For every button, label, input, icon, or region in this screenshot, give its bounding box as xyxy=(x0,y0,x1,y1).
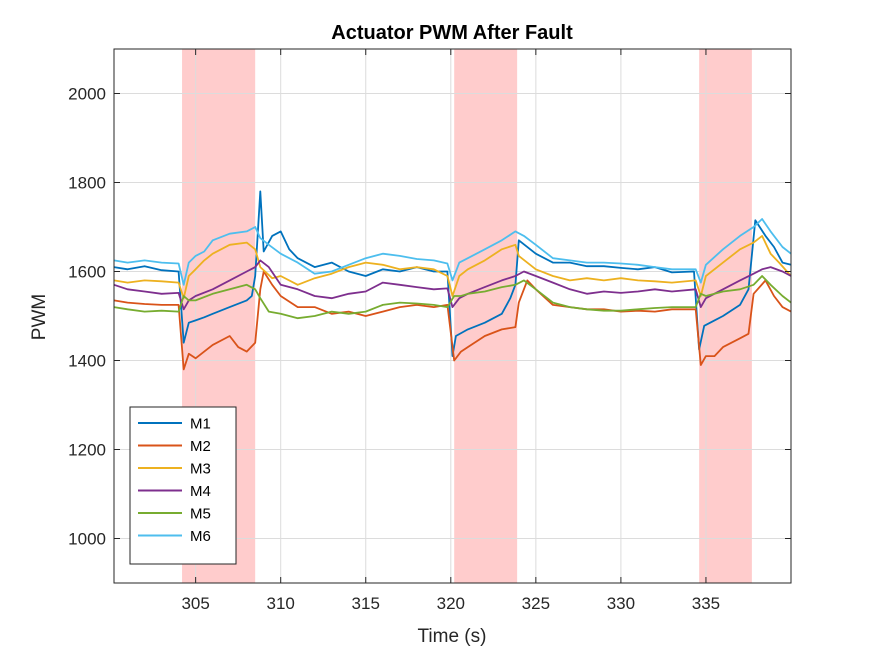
plot-frame xyxy=(113,48,792,584)
x-axis-ticks: 305 310 315 320 325 330 335 xyxy=(181,49,720,613)
series-line-m2 xyxy=(113,270,792,371)
series-line-m3 xyxy=(113,235,792,300)
y-tick-label: 1000 xyxy=(68,530,106,549)
y-tick-label: 1200 xyxy=(68,441,106,460)
series-line-m4 xyxy=(113,259,792,311)
y-tick-label: 1600 xyxy=(68,263,106,282)
y-tick-label: 2000 xyxy=(68,85,106,104)
fault-band xyxy=(699,49,752,583)
legend-label: M6 xyxy=(190,528,211,545)
x-tick-label: 315 xyxy=(352,594,380,613)
fault-band xyxy=(454,49,518,583)
fault-bands xyxy=(182,49,752,583)
legend-box xyxy=(129,406,237,565)
x-tick-label: 330 xyxy=(607,594,635,613)
legend-label: M3 xyxy=(190,461,211,478)
series-line-m5 xyxy=(113,275,792,320)
legend-label: M1 xyxy=(190,416,211,433)
legend-label: M2 xyxy=(190,438,211,455)
y-tick-label: 1800 xyxy=(68,174,106,193)
y-axis-label: PWM xyxy=(29,294,50,340)
x-tick-label: 310 xyxy=(267,594,295,613)
y-tick-label: 1400 xyxy=(68,352,106,371)
x-tick-label: 335 xyxy=(692,594,720,613)
x-tick-label: 320 xyxy=(437,594,465,613)
series-lines xyxy=(113,190,792,371)
series-line-m1 xyxy=(113,190,792,357)
legend-label: M5 xyxy=(190,506,211,523)
series-line-m6 xyxy=(113,218,792,286)
legend: M1 M2 M3 M4 M5 M6 xyxy=(129,406,237,565)
x-tick-label: 325 xyxy=(522,594,550,613)
x-tick-label: 305 xyxy=(181,594,209,613)
legend-label: M4 xyxy=(190,483,211,500)
chart-title: Actuator PWM After Fault xyxy=(331,22,573,44)
y-axis-ticks: 1000 1200 1400 1600 1800 2000 xyxy=(68,85,791,549)
x-axis-label: Time (s) xyxy=(418,626,487,647)
